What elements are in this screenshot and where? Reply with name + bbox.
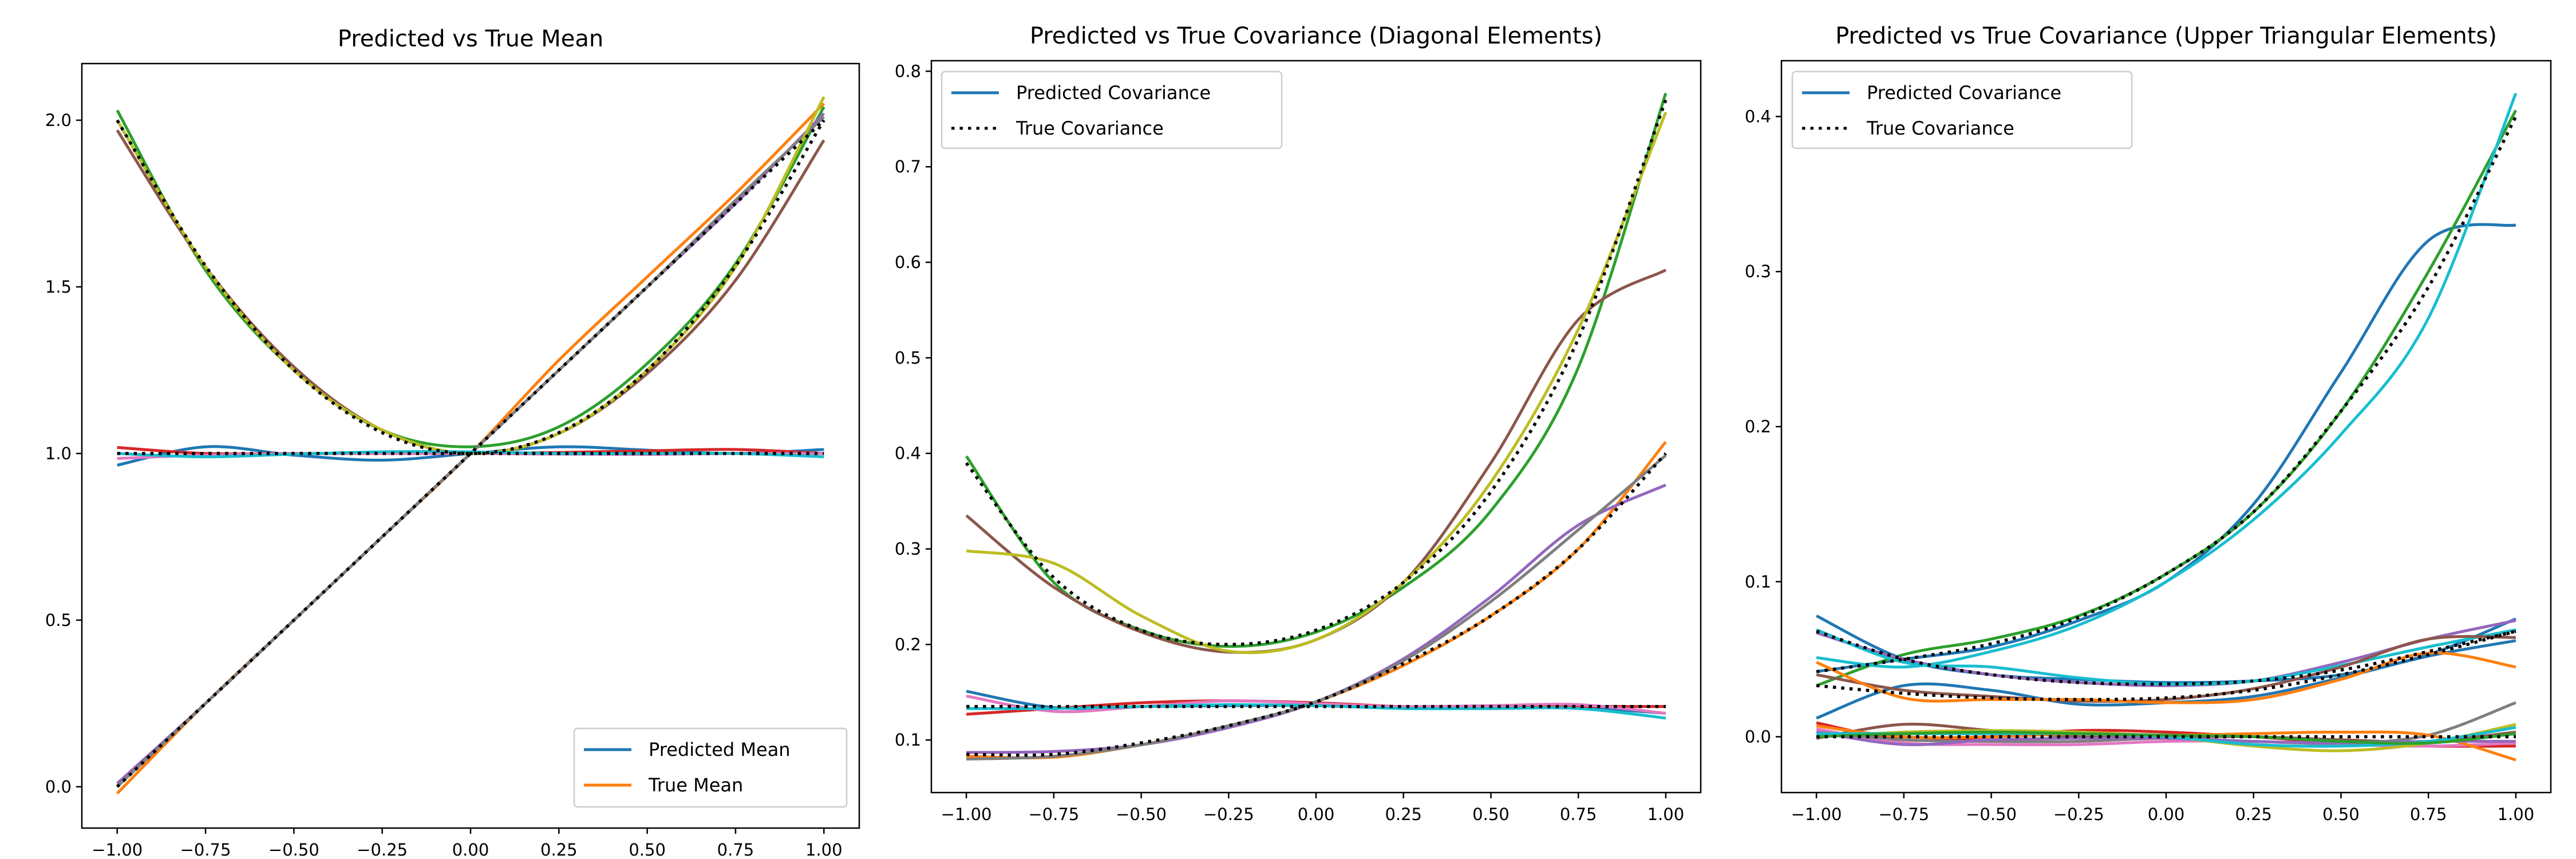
- chart-title: Predicted vs True Covariance (Upper Tria…: [1835, 23, 2497, 49]
- x-tick-label: −0.25: [2053, 805, 2104, 824]
- legend: Predicted Mean True Mean: [573, 727, 848, 808]
- y-tick-label: 0.4: [1745, 107, 1771, 126]
- legend-box: [941, 70, 1283, 149]
- y-tick-label: 0.2: [895, 635, 921, 654]
- y-tick-label: 0.2: [1745, 417, 1771, 436]
- series-line-pred-6: [965, 269, 1667, 654]
- x-tick-label: −1.00: [1791, 805, 1842, 824]
- x-tick-label: −0.50: [268, 840, 319, 859]
- legend-label: True Covariance: [1016, 117, 1164, 139]
- series-line-pred-3: [116, 106, 825, 448]
- x-tick-label: 0.25: [2235, 805, 2272, 824]
- series-line-true-1: [1816, 116, 2518, 673]
- series-line-pred-7: [1816, 639, 2516, 720]
- y-tick-label: 2.0: [45, 111, 72, 130]
- series-line-true-2: [116, 119, 825, 788]
- x-tick-label: 0.00: [1298, 805, 1335, 824]
- x-tick-label: 0.00: [452, 840, 489, 859]
- legend-label: Predicted Mean: [649, 739, 791, 761]
- y-tick-label: 0.4: [895, 444, 921, 463]
- subplot-2: Predicted vs True Covariance (Diagonal E…: [895, 23, 1702, 824]
- legend: Predicted Covariance True Covariance: [1791, 70, 2133, 149]
- legend: Predicted Covariance True Covariance: [941, 70, 1283, 149]
- y-tick-label: 0.0: [1745, 727, 1771, 747]
- legend-box: [1791, 70, 2133, 149]
- y-tick-label: 0.0: [45, 777, 72, 797]
- x-tick-label: 0.75: [1560, 805, 1597, 824]
- legend-label: Predicted Covariance: [1016, 82, 1211, 104]
- x-tick-label: 0.75: [717, 840, 754, 859]
- series-line-true-2: [966, 452, 1667, 757]
- x-tick-label: −0.25: [357, 840, 408, 859]
- x-tick-label: −0.25: [1203, 805, 1254, 824]
- subplot-3: Predicted vs True Covariance (Upper Tria…: [1745, 23, 2552, 824]
- y-tick-label: 1.0: [45, 444, 72, 463]
- legend-label: True Mean: [648, 774, 743, 796]
- y-tick-label: 0.5: [895, 348, 921, 368]
- series-line-true-3: [116, 119, 825, 455]
- x-tick-label: −0.50: [1116, 805, 1167, 824]
- x-tick-label: 0.50: [629, 840, 666, 859]
- axes-frame: [930, 60, 1702, 794]
- x-tick-label: 0.75: [2410, 805, 2447, 824]
- series-line-pred-9: [116, 96, 825, 455]
- y-tick-label: 0.8: [895, 61, 921, 81]
- x-tick-label: 0.50: [2322, 805, 2360, 824]
- series-line-pred-9: [966, 112, 1668, 655]
- x-tick-label: 0.00: [2148, 805, 2185, 824]
- x-tick-label: 0.25: [1385, 805, 1422, 824]
- series-line-true-1: [965, 99, 1668, 647]
- series-group: [965, 92, 1668, 761]
- y-tick-label: 0.7: [895, 157, 921, 176]
- y-tick-label: 0.1: [895, 730, 921, 750]
- x-tick-label: −0.75: [1028, 805, 1079, 824]
- legend-label: True Covariance: [1866, 117, 2014, 139]
- subplot-1: Predicted vs True Mean −1.00 −0.75 −0.50 −0.…: [45, 26, 860, 859]
- chart-title: Predicted vs True Mean: [338, 26, 603, 52]
- series-line-pred-6: [1816, 628, 2516, 686]
- series-group: [1815, 92, 2518, 762]
- y-tick-label: 0.1: [1745, 572, 1771, 592]
- series-line-pred-9: [1816, 651, 2516, 704]
- x-tick-label: 0.50: [1472, 805, 1510, 824]
- x-tick-label: −0.50: [1966, 805, 2017, 824]
- series-group: [116, 96, 825, 795]
- series-line-pred-2: [1816, 109, 2518, 687]
- y-tick-label: 0.6: [895, 253, 921, 272]
- series-line-pred-5: [1816, 619, 2516, 687]
- series-line-true-3: [1816, 629, 2516, 702]
- series-line-pred-8: [1816, 635, 2516, 703]
- x-tick-label: 0.25: [540, 840, 578, 859]
- series-line-pred-7: [966, 695, 1666, 715]
- x-tick-label: −0.75: [180, 840, 231, 859]
- y-tick-label: 0.3: [1745, 262, 1771, 281]
- y-tick-label: 1.5: [45, 277, 72, 297]
- x-tick-label: −0.75: [1878, 805, 1929, 824]
- y-tick-label: 0.3: [895, 539, 921, 559]
- chart-title: Predicted vs True Covariance (Diagonal E…: [1030, 23, 1602, 49]
- x-tick-label: 1.00: [805, 840, 843, 859]
- legend-label: Predicted Covariance: [1867, 82, 2061, 104]
- series-line-true-2: [1816, 629, 2516, 686]
- series-line-pred-3: [1816, 92, 2518, 669]
- series-line-pred-1: [1816, 223, 2516, 673]
- y-tick-label: 0.5: [45, 610, 72, 630]
- x-tick-label: 1.00: [2498, 805, 2535, 824]
- x-tick-label: 1.00: [1647, 805, 1685, 824]
- x-tick-label: −1.00: [92, 840, 143, 859]
- x-tick-label: −1.00: [941, 805, 992, 824]
- legend-box: [573, 727, 848, 808]
- series-line-pred-8: [966, 454, 1667, 761]
